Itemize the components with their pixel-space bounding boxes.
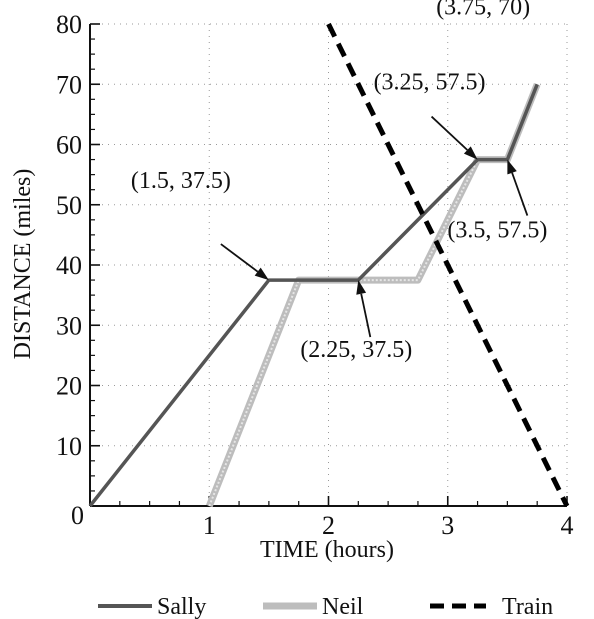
annotation-label: (1.5, 37.5) bbox=[131, 168, 231, 194]
y-tick-label-60: 60 bbox=[56, 131, 82, 160]
x-tick-label-2: 2 bbox=[322, 511, 335, 540]
annotation-label: (2.25, 37.5) bbox=[300, 337, 412, 363]
annotations: (1.5, 37.5) (2.25, 37.5) (3.25, 57.5) (3.5,… bbox=[131, 0, 547, 363]
y-tick-label-20: 20 bbox=[56, 372, 82, 401]
legend: Sally Neil Train bbox=[98, 594, 553, 619]
annotation-arrow-head bbox=[356, 280, 367, 295]
series-line-texture-neil bbox=[208, 83, 539, 507]
annotation-arrow-shaft bbox=[511, 172, 529, 216]
y-tick-label-10: 10 bbox=[56, 432, 82, 461]
y-tick-label-80: 80 bbox=[56, 10, 82, 39]
legend-item-neil: Neil bbox=[263, 594, 364, 619]
annotation-3-75-70: (3.75, 70) bbox=[436, 0, 530, 20]
x-axis-title: TIME (hours) bbox=[260, 537, 394, 563]
legend-item-train: Train bbox=[430, 594, 553, 619]
annotation-3-5-57-5: (3.5, 57.5) bbox=[447, 159, 547, 244]
x-tick-label-4: 4 bbox=[561, 511, 574, 540]
minor-ticks bbox=[90, 38, 538, 506]
annotation-2-25-37-5: (2.25, 37.5) bbox=[300, 280, 412, 363]
legend-label-sally: Sally bbox=[157, 594, 206, 619]
series-line-train bbox=[326, 22, 570, 508]
annotation-arrow-head bbox=[254, 267, 269, 281]
origin-tick-label: 0 bbox=[71, 501, 84, 530]
annotation-label: (3.5, 57.5) bbox=[447, 218, 547, 244]
y-tick-label-40: 40 bbox=[56, 251, 82, 280]
y-tick-label-50: 50 bbox=[56, 191, 82, 220]
series-layer bbox=[88, 22, 570, 508]
legend-label-train: Train bbox=[502, 594, 553, 619]
legend-label-neil: Neil bbox=[322, 594, 364, 619]
y-tick-label-30: 30 bbox=[56, 311, 82, 340]
y-tick-label-70: 70 bbox=[56, 70, 82, 99]
legend-item-sally: Sally bbox=[98, 594, 206, 619]
annotation-arrow-shaft bbox=[430, 115, 468, 151]
annotation-label: (3.25, 57.5) bbox=[374, 70, 486, 96]
annotation-label: (3.75, 70) bbox=[436, 0, 530, 20]
x-tick-label-3: 3 bbox=[441, 511, 454, 540]
annotation-3-25-57-5: (3.25, 57.5) bbox=[374, 70, 486, 160]
annotation-arrow-shaft bbox=[360, 293, 372, 338]
annotation-arrow-shaft bbox=[220, 243, 259, 273]
series-train bbox=[326, 22, 570, 508]
y-axis-title: DISTANCE (miles) bbox=[10, 169, 36, 360]
x-tick-label-1: 1 bbox=[203, 511, 216, 540]
series-sally bbox=[88, 83, 539, 508]
grid-layer bbox=[90, 23, 568, 506]
annotation-1-5-37-5: (1.5, 37.5) bbox=[131, 168, 269, 281]
series-line-sally bbox=[88, 83, 539, 508]
annotation-arrow-head bbox=[463, 146, 478, 160]
annotation-arrow-head bbox=[507, 159, 517, 175]
